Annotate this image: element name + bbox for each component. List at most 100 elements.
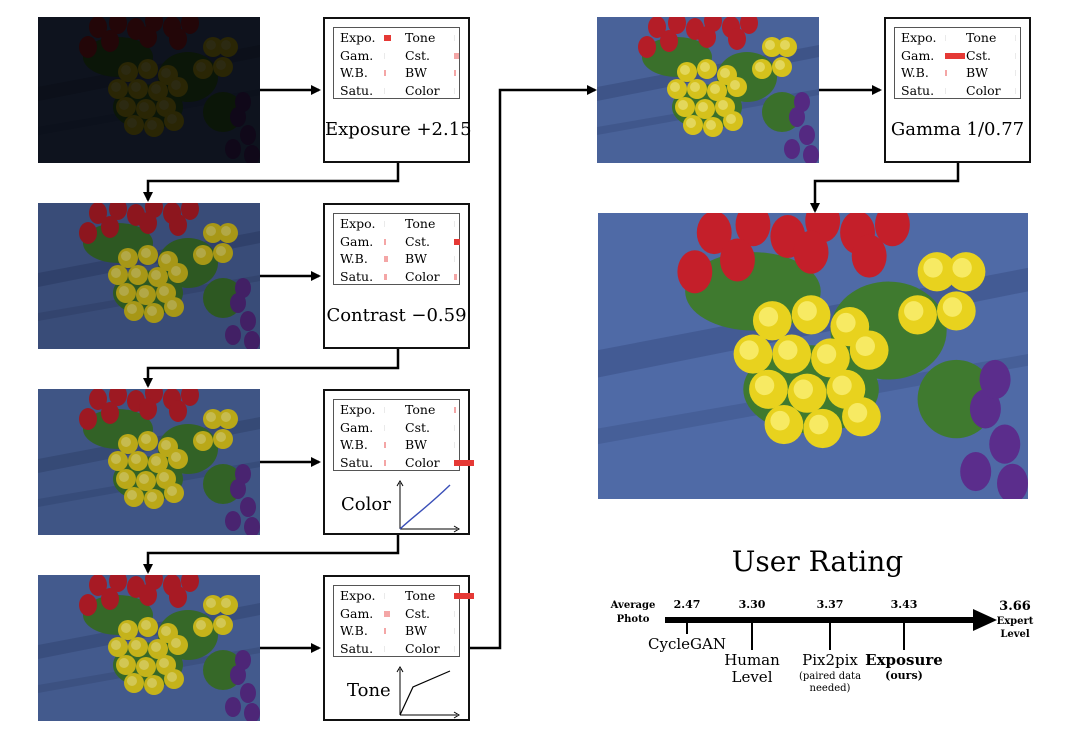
filter-label: BW bbox=[405, 251, 428, 266]
filter-label: W.B. bbox=[340, 437, 368, 452]
filter-bar bbox=[454, 593, 474, 599]
filter-label: Gam. bbox=[340, 47, 374, 63]
op-title: Gamma 1/0.77 bbox=[890, 119, 1025, 140]
tick-value: 3.43 bbox=[891, 598, 918, 611]
op-box-exposure: Expo. Tone Gam. Cst. W.B. BW Satu. Color Exposu… bbox=[323, 17, 472, 163]
arrow-tone-to-photo5 bbox=[470, 85, 597, 650]
filter-bar bbox=[454, 442, 455, 448]
arrow-contrast-to-photo3 bbox=[143, 349, 400, 388]
color-curve-plot bbox=[396, 480, 460, 533]
filter-label: Satu. bbox=[340, 640, 374, 656]
filter-label: W.B. bbox=[340, 623, 368, 638]
filter-label: BW bbox=[966, 65, 989, 80]
filter-bar bbox=[384, 442, 386, 448]
filter-bar bbox=[384, 52, 385, 59]
filter-bar bbox=[454, 256, 455, 262]
filter-bar bbox=[384, 87, 385, 94]
filter-bar bbox=[1015, 87, 1016, 94]
arrow-exposure-to-photo2 bbox=[143, 163, 400, 202]
tick-value: 3.30 bbox=[739, 598, 766, 611]
filter-bar bbox=[384, 628, 386, 634]
filter-panel: Expo. Tone Gam. Cst. W.B. BW Satu. Color bbox=[333, 585, 474, 657]
filter-label: Cst. bbox=[405, 605, 430, 621]
op-title: Contrast −0.59 bbox=[326, 305, 467, 326]
filter-bar bbox=[384, 256, 388, 262]
filter-panel: Expo. Tone Gam. Cst. W.B. BW Satu. Color bbox=[333, 27, 460, 99]
tick-note: (ours) bbox=[885, 669, 923, 682]
filter-bar bbox=[384, 593, 385, 599]
filter-panel: Expo. Tone Gam. Cst. W.B. BW Satu. Color bbox=[894, 27, 1021, 99]
filter-bar bbox=[1015, 35, 1016, 41]
filter-bar bbox=[384, 238, 386, 245]
filter-label: Tone bbox=[405, 30, 436, 45]
filter-label: Color bbox=[405, 268, 440, 284]
photo-step-3 bbox=[38, 575, 260, 721]
filter-label: W.B. bbox=[340, 65, 368, 80]
filter-label: Gam. bbox=[340, 419, 374, 435]
filter-bar bbox=[454, 70, 456, 76]
filter-label: Tone bbox=[966, 30, 997, 45]
filter-label: BW bbox=[405, 65, 428, 80]
op-title: Tone bbox=[347, 680, 391, 701]
filter-bar bbox=[454, 628, 455, 634]
filter-bar bbox=[945, 52, 965, 59]
tick-value: 3.37 bbox=[817, 598, 844, 611]
filter-bar bbox=[945, 35, 946, 41]
filter-bar bbox=[384, 645, 385, 652]
op-box-tone: Expo. Tone Gam. Cst. W.B. BW Satu. Color Tone bbox=[323, 575, 474, 721]
filter-label: BW bbox=[405, 623, 428, 638]
filter-bar bbox=[454, 273, 457, 280]
scale-end-label: Expert Level bbox=[997, 616, 1034, 640]
filter-label: Color bbox=[405, 640, 440, 656]
filter-bar bbox=[384, 424, 385, 431]
filter-bar bbox=[454, 221, 455, 227]
filter-label: Expo. bbox=[340, 30, 376, 45]
filter-bar bbox=[384, 459, 386, 466]
filter-label: Cst. bbox=[405, 233, 430, 249]
filter-bar bbox=[384, 70, 387, 76]
filter-label: Color bbox=[405, 82, 440, 98]
filter-label: Tone bbox=[405, 402, 436, 417]
filter-panel: Expo. Tone Gam. Cst. W.B. BW Satu. Color bbox=[333, 213, 460, 285]
tick-method: Human Level bbox=[724, 651, 780, 686]
op-title: Exposure +2.15 bbox=[325, 119, 472, 140]
tick-method: Pix2pix bbox=[802, 651, 858, 669]
filter-label: Satu. bbox=[901, 82, 935, 98]
filter-bar bbox=[454, 52, 459, 59]
filter-bar bbox=[454, 238, 460, 245]
op-title: Color bbox=[341, 494, 391, 515]
filter-bar bbox=[384, 407, 385, 413]
op-box-color: Expo. Tone Gam. Cst. W.B. BW Satu. Color Color bbox=[323, 389, 474, 535]
filter-label: Expo. bbox=[901, 30, 937, 45]
scale-arrowhead bbox=[973, 609, 997, 631]
filter-label: Color bbox=[405, 454, 440, 470]
filter-label: Cst. bbox=[405, 47, 430, 63]
filter-label: BW bbox=[405, 437, 428, 452]
scale-end-value: 3.66 bbox=[999, 599, 1031, 614]
filter-label: Gam. bbox=[901, 47, 935, 63]
filter-bar bbox=[384, 221, 385, 227]
filter-label: Tone bbox=[405, 216, 436, 231]
filter-bar bbox=[384, 273, 387, 280]
tick-note: (paired data needed) bbox=[799, 671, 861, 694]
filter-bar bbox=[384, 610, 390, 617]
filter-label: Expo. bbox=[340, 402, 376, 417]
filter-bar bbox=[454, 610, 455, 617]
tick-method: Exposure bbox=[865, 651, 943, 669]
photo-step-4 bbox=[597, 17, 819, 163]
filter-label: Satu. bbox=[340, 82, 374, 98]
tick-value: 2.47 bbox=[674, 598, 701, 611]
photo-step-0-dark bbox=[38, 17, 260, 163]
filter-label: Satu. bbox=[340, 268, 374, 284]
filter-label: W.B. bbox=[340, 251, 368, 266]
filter-bar bbox=[454, 407, 456, 413]
filter-label: Color bbox=[966, 82, 1001, 98]
filter-bar bbox=[384, 35, 391, 41]
filter-bar bbox=[1015, 52, 1016, 59]
user-rating-scale: Average Photo 3.66 Expert Level 2.47 CycleGAN 3… bbox=[610, 598, 1034, 694]
tick-method: CycleGAN bbox=[648, 635, 726, 653]
photo-step-2 bbox=[38, 389, 260, 535]
arrow-color-to-photo4 bbox=[143, 535, 400, 574]
filter-label: W.B. bbox=[901, 65, 929, 80]
